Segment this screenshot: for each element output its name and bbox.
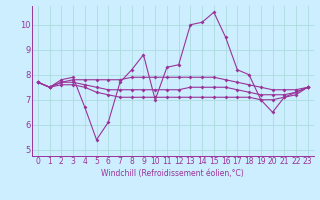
X-axis label: Windchill (Refroidissement éolien,°C): Windchill (Refroidissement éolien,°C) <box>101 169 244 178</box>
